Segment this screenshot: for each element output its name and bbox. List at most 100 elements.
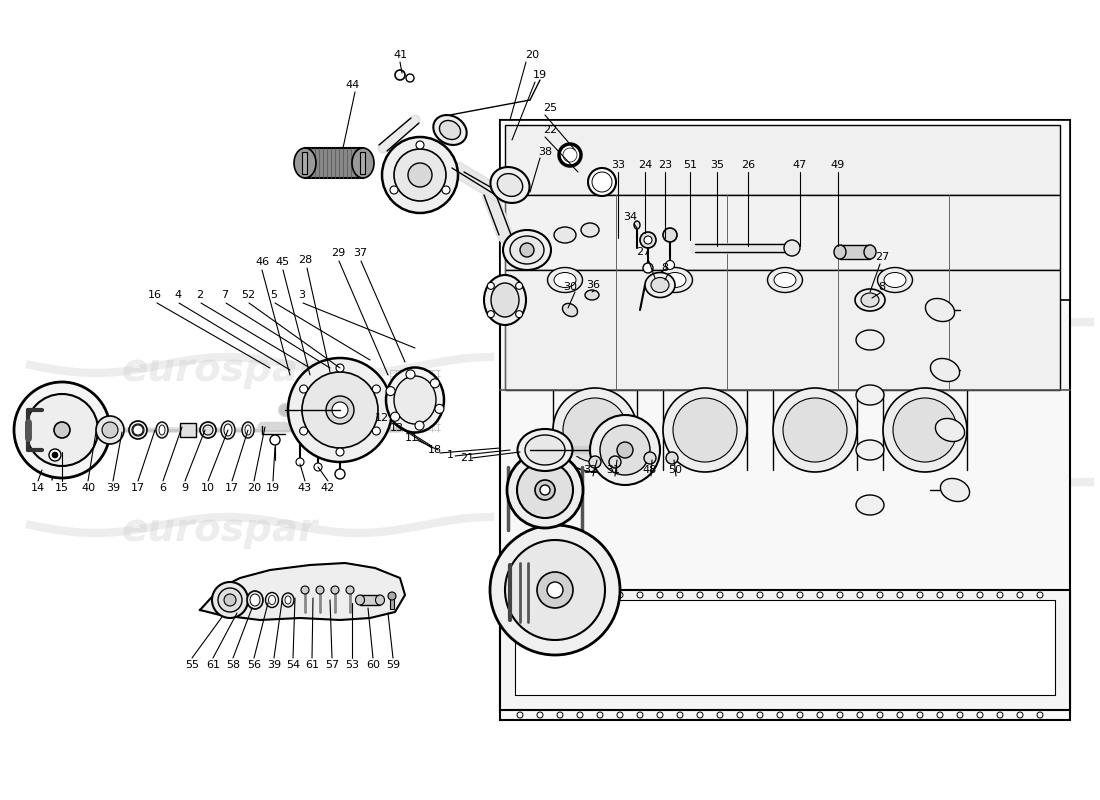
- Circle shape: [547, 582, 563, 598]
- Text: 34: 34: [623, 212, 637, 222]
- Text: 17: 17: [224, 483, 239, 493]
- Circle shape: [487, 310, 494, 318]
- Bar: [500, 120, 1070, 720]
- Circle shape: [666, 452, 678, 464]
- Circle shape: [817, 592, 823, 598]
- Circle shape: [54, 422, 70, 438]
- Ellipse shape: [935, 418, 965, 442]
- Circle shape: [609, 456, 622, 468]
- Text: 31: 31: [606, 465, 620, 475]
- Text: 60: 60: [366, 660, 379, 670]
- Circle shape: [388, 592, 396, 600]
- Circle shape: [600, 425, 650, 475]
- Circle shape: [877, 592, 883, 598]
- Ellipse shape: [856, 440, 884, 460]
- Circle shape: [314, 463, 322, 471]
- Circle shape: [50, 449, 60, 461]
- Ellipse shape: [433, 115, 466, 145]
- Circle shape: [563, 398, 627, 462]
- Circle shape: [336, 469, 345, 479]
- Circle shape: [394, 149, 446, 201]
- Text: 51: 51: [683, 160, 697, 170]
- Ellipse shape: [517, 429, 572, 471]
- Ellipse shape: [129, 421, 147, 439]
- Ellipse shape: [554, 227, 576, 243]
- Text: 48: 48: [642, 465, 657, 475]
- Ellipse shape: [856, 330, 884, 350]
- Circle shape: [416, 141, 424, 149]
- Circle shape: [487, 282, 494, 290]
- Circle shape: [302, 372, 378, 448]
- Text: 30: 30: [563, 282, 578, 292]
- Ellipse shape: [931, 358, 959, 382]
- Ellipse shape: [651, 278, 669, 293]
- Text: 18: 18: [428, 445, 442, 455]
- Circle shape: [857, 592, 864, 598]
- Circle shape: [299, 427, 308, 435]
- Text: 35: 35: [710, 160, 724, 170]
- Circle shape: [537, 572, 573, 608]
- Circle shape: [617, 592, 623, 598]
- Circle shape: [520, 243, 534, 257]
- Text: 50: 50: [668, 465, 682, 475]
- Circle shape: [516, 282, 522, 290]
- Circle shape: [557, 592, 563, 598]
- Text: 7: 7: [221, 290, 229, 300]
- Circle shape: [640, 232, 656, 248]
- Circle shape: [299, 385, 308, 393]
- Circle shape: [382, 137, 458, 213]
- Text: 5: 5: [271, 290, 277, 300]
- Text: 19: 19: [532, 70, 547, 80]
- Circle shape: [592, 172, 612, 192]
- Ellipse shape: [784, 240, 800, 256]
- Circle shape: [415, 421, 424, 430]
- Ellipse shape: [484, 275, 526, 325]
- Circle shape: [517, 592, 522, 598]
- Text: 20: 20: [525, 50, 539, 60]
- Circle shape: [1018, 592, 1023, 598]
- Text: 61: 61: [206, 660, 220, 670]
- Ellipse shape: [856, 495, 884, 515]
- Text: 24: 24: [638, 160, 652, 170]
- Circle shape: [697, 592, 703, 598]
- Circle shape: [516, 310, 522, 318]
- Circle shape: [1037, 712, 1043, 718]
- Ellipse shape: [581, 223, 600, 237]
- Ellipse shape: [355, 595, 364, 605]
- Bar: [305, 148, 363, 178]
- Text: 26: 26: [741, 160, 755, 170]
- Circle shape: [14, 382, 110, 478]
- Circle shape: [597, 592, 603, 598]
- Text: 20: 20: [246, 483, 261, 493]
- Ellipse shape: [861, 293, 879, 307]
- Ellipse shape: [265, 593, 278, 607]
- Circle shape: [997, 712, 1003, 718]
- Text: 52: 52: [241, 290, 255, 300]
- Ellipse shape: [160, 425, 165, 435]
- Circle shape: [644, 452, 656, 464]
- Text: 22: 22: [543, 125, 557, 135]
- Text: 11: 11: [405, 433, 419, 443]
- Text: 46: 46: [255, 257, 270, 267]
- Ellipse shape: [559, 144, 581, 166]
- Bar: [840, 245, 870, 259]
- Text: 16: 16: [148, 290, 162, 300]
- Circle shape: [777, 712, 783, 718]
- Text: 41: 41: [393, 50, 407, 60]
- Circle shape: [406, 74, 414, 82]
- Circle shape: [773, 388, 857, 472]
- Ellipse shape: [864, 245, 876, 259]
- Text: 45: 45: [275, 257, 289, 267]
- Circle shape: [316, 586, 324, 594]
- Ellipse shape: [497, 174, 522, 196]
- Circle shape: [507, 452, 583, 528]
- Ellipse shape: [634, 221, 640, 229]
- Circle shape: [757, 592, 763, 598]
- Circle shape: [133, 425, 143, 435]
- Text: 47: 47: [793, 160, 807, 170]
- Text: 28: 28: [298, 255, 312, 265]
- Bar: [302, 152, 307, 174]
- Circle shape: [296, 458, 304, 466]
- Circle shape: [588, 168, 616, 196]
- Circle shape: [390, 186, 398, 194]
